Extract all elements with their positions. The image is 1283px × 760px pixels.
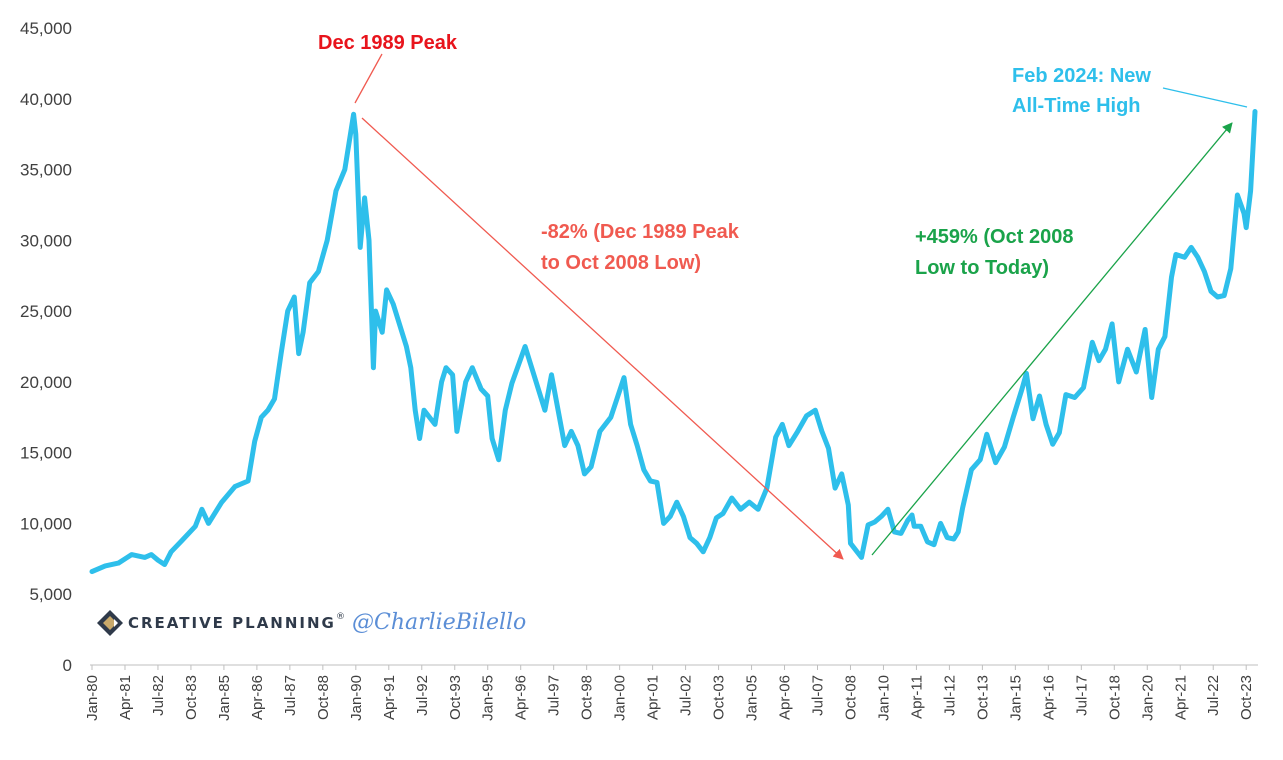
decline-annotation-line1: -82% (Dec 1989 Peak xyxy=(541,221,740,243)
x-tick-label: Jul-22 xyxy=(1205,675,1222,716)
x-tick-label: Jul-92 xyxy=(414,675,431,716)
rise-annotation-line1: +459% (Oct 2008 xyxy=(915,226,1073,248)
x-tick-label: Apr-81 xyxy=(117,675,134,720)
x-tick-label: Jan-00 xyxy=(612,675,629,721)
peak-annotation: Dec 1989 Peak xyxy=(318,32,458,54)
peak-leader-line xyxy=(354,53,383,104)
x-tick-label: Jan-20 xyxy=(1139,675,1156,721)
x-tick-label: Oct-98 xyxy=(579,675,596,720)
high-leader-line xyxy=(1162,87,1248,108)
x-tick-label: Jan-80 xyxy=(84,675,101,721)
x-tick-label: Apr-11 xyxy=(908,675,925,719)
x-tick-label: Oct-88 xyxy=(315,675,332,720)
creative-planning-logo: CREATIVE PLANNING ® xyxy=(97,610,345,636)
decline-annotation-line2: to Oct 2008 Low) xyxy=(541,252,701,274)
x-tick-label: Jan-95 xyxy=(480,675,497,721)
x-tick-label: Jul-07 xyxy=(810,675,827,716)
x-tick-label: Jan-90 xyxy=(348,675,365,721)
x-tick-label: Jul-87 xyxy=(282,675,299,716)
x-tick-label: Apr-06 xyxy=(777,675,794,720)
decline-arrow xyxy=(361,117,844,560)
y-tick-label: 5,000 xyxy=(29,585,72,604)
high-annotation-line1: Feb 2024: New xyxy=(1012,65,1151,87)
diamond-c-icon xyxy=(97,610,123,636)
x-tick-label: Oct-13 xyxy=(974,675,991,720)
y-tick-label: 20,000 xyxy=(20,373,72,392)
y-tick-label: 25,000 xyxy=(20,302,72,321)
y-tick-label: 40,000 xyxy=(20,90,72,109)
x-tick-label: Jul-82 xyxy=(150,675,167,716)
y-axis: 0 5,000 10,000 15,000 20,000 25,000 30,000 35,0… xyxy=(20,19,72,675)
x-tick-label: Apr-01 xyxy=(645,675,662,720)
x-tick-label: Jul-02 xyxy=(678,675,695,716)
x-tick-label: Oct-08 xyxy=(842,675,859,720)
x-tick-label: Jul-12 xyxy=(941,675,958,716)
y-tick-label: 15,000 xyxy=(20,444,72,463)
x-tick-label: Jul-17 xyxy=(1073,675,1090,716)
logo-text: CREATIVE PLANNING xyxy=(128,614,336,632)
x-tick-label: Oct-03 xyxy=(711,675,728,720)
y-tick-label: 35,000 xyxy=(20,161,72,180)
y-tick-label: 45,000 xyxy=(20,19,72,38)
rise-annotation-line2: Low to Today) xyxy=(915,257,1049,279)
series-group xyxy=(89,109,1258,575)
x-tick-label: Oct-93 xyxy=(447,675,464,720)
x-tick-label: Jan-85 xyxy=(216,675,233,721)
high-annotation-line2: All-Time High xyxy=(1012,95,1141,117)
x-tick-label: Apr-91 xyxy=(381,675,398,720)
x-tick-label: Apr-21 xyxy=(1172,675,1189,720)
nikkei-index-line xyxy=(89,109,1258,575)
logo-trademark: ® xyxy=(336,612,345,622)
y-tick-label: 10,000 xyxy=(20,514,72,533)
author-handle: @CharlieBilello xyxy=(352,610,526,635)
x-tick-label: Oct-83 xyxy=(183,675,200,720)
y-tick-label: 30,000 xyxy=(20,231,72,250)
x-tick-label: Apr-16 xyxy=(1040,675,1057,720)
x-tick-label: Oct-23 xyxy=(1238,675,1255,720)
x-tick-label: Jul-97 xyxy=(546,675,563,716)
x-tick-label: Jan-10 xyxy=(875,675,892,721)
x-tick-label: Apr-96 xyxy=(513,675,530,720)
x-axis: Jan-80 Apr-81 Jul-82 Oct-83 Jan-85 Apr-86 Jul-… xyxy=(84,664,1258,721)
x-tick-label: Apr-86 xyxy=(249,675,266,720)
x-tick-label: Jan-15 xyxy=(1007,675,1024,721)
rise-arrow xyxy=(871,122,1233,556)
x-tick-label: Jan-05 xyxy=(744,675,761,721)
x-tick-label: Oct-18 xyxy=(1106,675,1123,720)
y-tick-label: 0 xyxy=(63,656,72,675)
